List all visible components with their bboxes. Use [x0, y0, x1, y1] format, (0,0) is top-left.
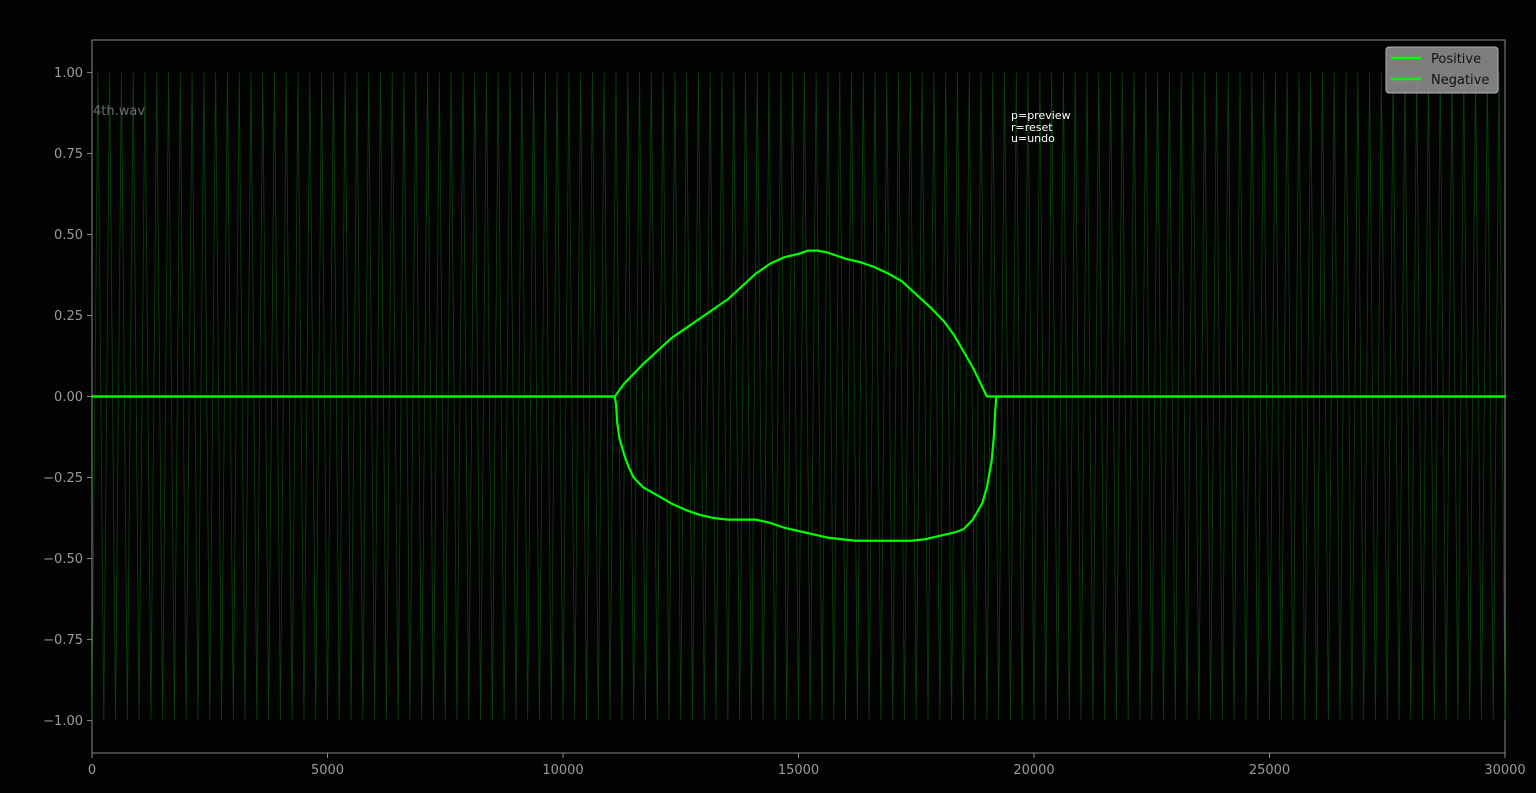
file-label: 4th.wav	[93, 104, 145, 119]
y-tick-label: 0.75	[54, 147, 83, 162]
y-tick-label: −0.50	[43, 552, 83, 567]
x-tick-label: 10000	[542, 763, 583, 778]
legend-label-negative: Negative	[1431, 73, 1489, 88]
help-text: p=preview r=reset u=undo	[1011, 109, 1071, 145]
series-line-negative	[90, 395, 1507, 542]
series-line-positive	[90, 249, 1507, 398]
series-layer	[90, 249, 1507, 542]
help-line-undo: u=undo	[1011, 132, 1055, 145]
y-tick-label: 0.00	[54, 390, 83, 405]
legend: Positive Negative	[1385, 46, 1499, 94]
x-tick-label: 0	[88, 763, 96, 778]
x-tick-label: 30000	[1484, 763, 1525, 778]
y-tick-label: −0.25	[43, 471, 83, 486]
x-tick-label: 20000	[1013, 763, 1054, 778]
y-tick-label: −0.75	[43, 633, 83, 648]
y-tick-label: 0.25	[54, 309, 83, 324]
x-tick-label: 15000	[778, 763, 819, 778]
help-line-reset: r=reset	[1011, 121, 1053, 134]
x-tick-label: 5000	[311, 763, 344, 778]
help-line-preview: p=preview	[1011, 109, 1071, 122]
background-wave-path	[91, 72, 1506, 721]
background-waveform	[91, 72, 1506, 721]
x-axis: 0 5000 10000 15000 20000 25000 30000	[88, 753, 1526, 778]
y-axis: 1.00 0.75 0.50 0.25 0.00 −0.25 −0.50 −0.75 −1.00	[43, 66, 92, 729]
y-tick-label: 1.00	[54, 66, 83, 81]
y-tick-label: 0.50	[54, 228, 83, 243]
y-tick-label: −1.00	[43, 714, 83, 729]
x-tick-label: 25000	[1249, 763, 1290, 778]
legend-label-positive: Positive	[1431, 52, 1481, 67]
